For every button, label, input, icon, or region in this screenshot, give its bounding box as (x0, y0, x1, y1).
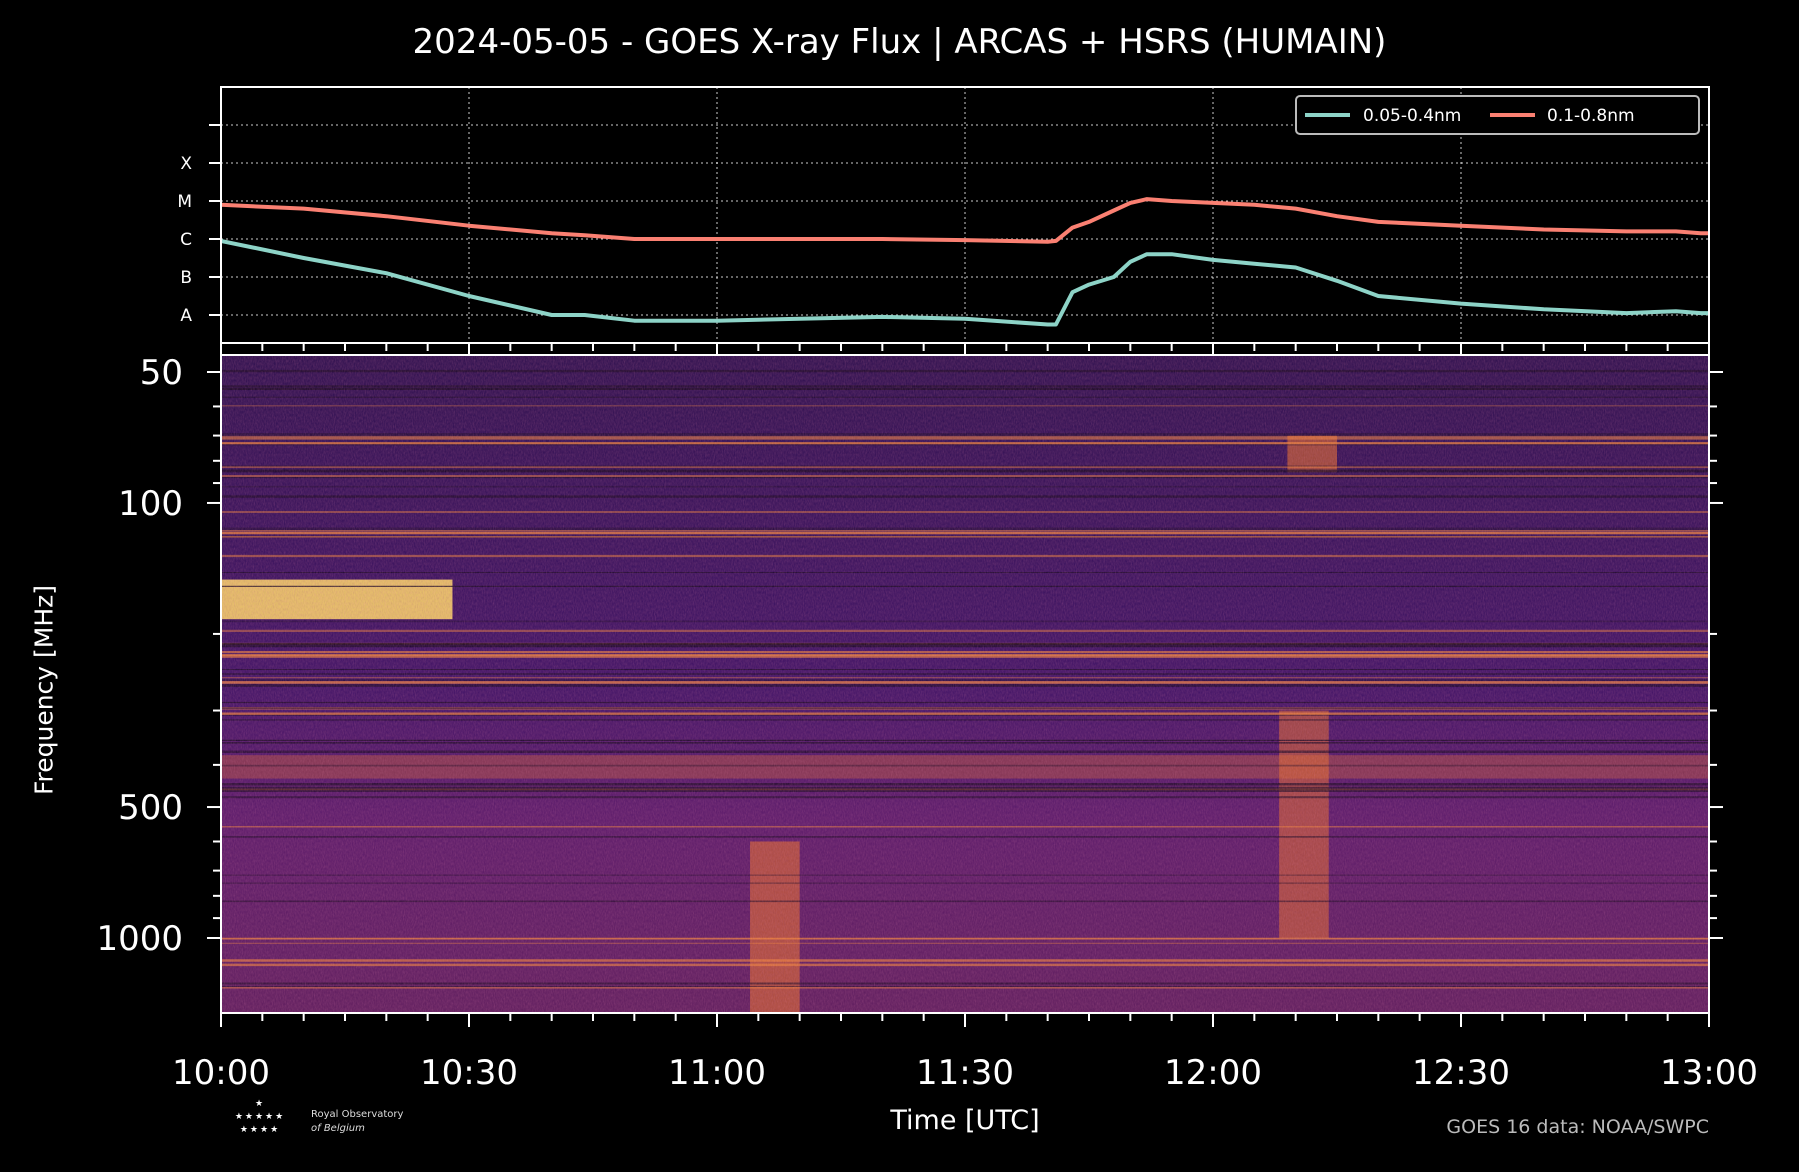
goes-ytick-label: A (180, 306, 192, 326)
goes-series-line (221, 197, 1709, 244)
x-tick-label: 12:00 (1164, 1053, 1262, 1093)
x-axis-label: Time [UTC] (890, 1105, 1040, 1136)
goes-x-ticks (220, 343, 1710, 357)
x-tick-label: 12:30 (1412, 1053, 1510, 1093)
spectrogram-noise (221, 355, 1709, 1013)
spectrogram-panel: 50 100 500 1000 10:00 10:30 11:00 11:30 12:00 12… (96, 353, 1758, 1093)
y-axis-label: Frequency [MHz] (29, 584, 59, 796)
x-tick-label: 10:00 (172, 1053, 270, 1093)
logo-line-1: Royal Observatory (311, 1109, 404, 1120)
observatory-logo: ★ ★★★★★ ★★★★ Royal Observatory of Belgium (225, 1098, 435, 1142)
goes-ytick-label: C (180, 230, 192, 250)
y-tick-label: 500 (118, 788, 183, 828)
goes-series-lines (221, 197, 1709, 327)
legend-label-short: 0.05-0.4nm (1363, 106, 1461, 126)
chart-title: 2024-05-05 - GOES X-ray Flux | ARCAS + H… (412, 22, 1387, 62)
legend: 0.05-0.4nm 0.1-0.8nm (1295, 95, 1700, 135)
y-tick-label: 50 (140, 353, 183, 393)
x-tick-label: 11:30 (916, 1053, 1014, 1093)
goes-ytick-label: B (180, 268, 192, 288)
x-tick-label: 11:00 (668, 1053, 766, 1093)
goes-series-line (221, 238, 1709, 327)
spectrogram-x-axis: 10:00 10:30 11:00 11:30 12:00 12:30 13:00 (172, 1013, 1758, 1093)
legend-label-long: 0.1-0.8nm (1547, 106, 1635, 126)
y-tick-label: 1000 (96, 919, 183, 959)
y-tick-label: 100 (118, 484, 183, 524)
logo-stars-icon: ★ ★★★★★ ★★★★ (234, 1099, 286, 1135)
goes-ytick-label: M (177, 192, 192, 212)
logo-line-2: of Belgium (311, 1123, 365, 1134)
x-tick-label: 13:00 (1660, 1053, 1758, 1093)
data-credit: GOES 16 data: NOAA/SWPC (1446, 1116, 1709, 1138)
x-tick-label: 10:30 (420, 1053, 518, 1093)
goes-ytick-label: X (180, 154, 192, 174)
spectrogram-y-axis: 50 100 500 1000 (96, 353, 1723, 959)
